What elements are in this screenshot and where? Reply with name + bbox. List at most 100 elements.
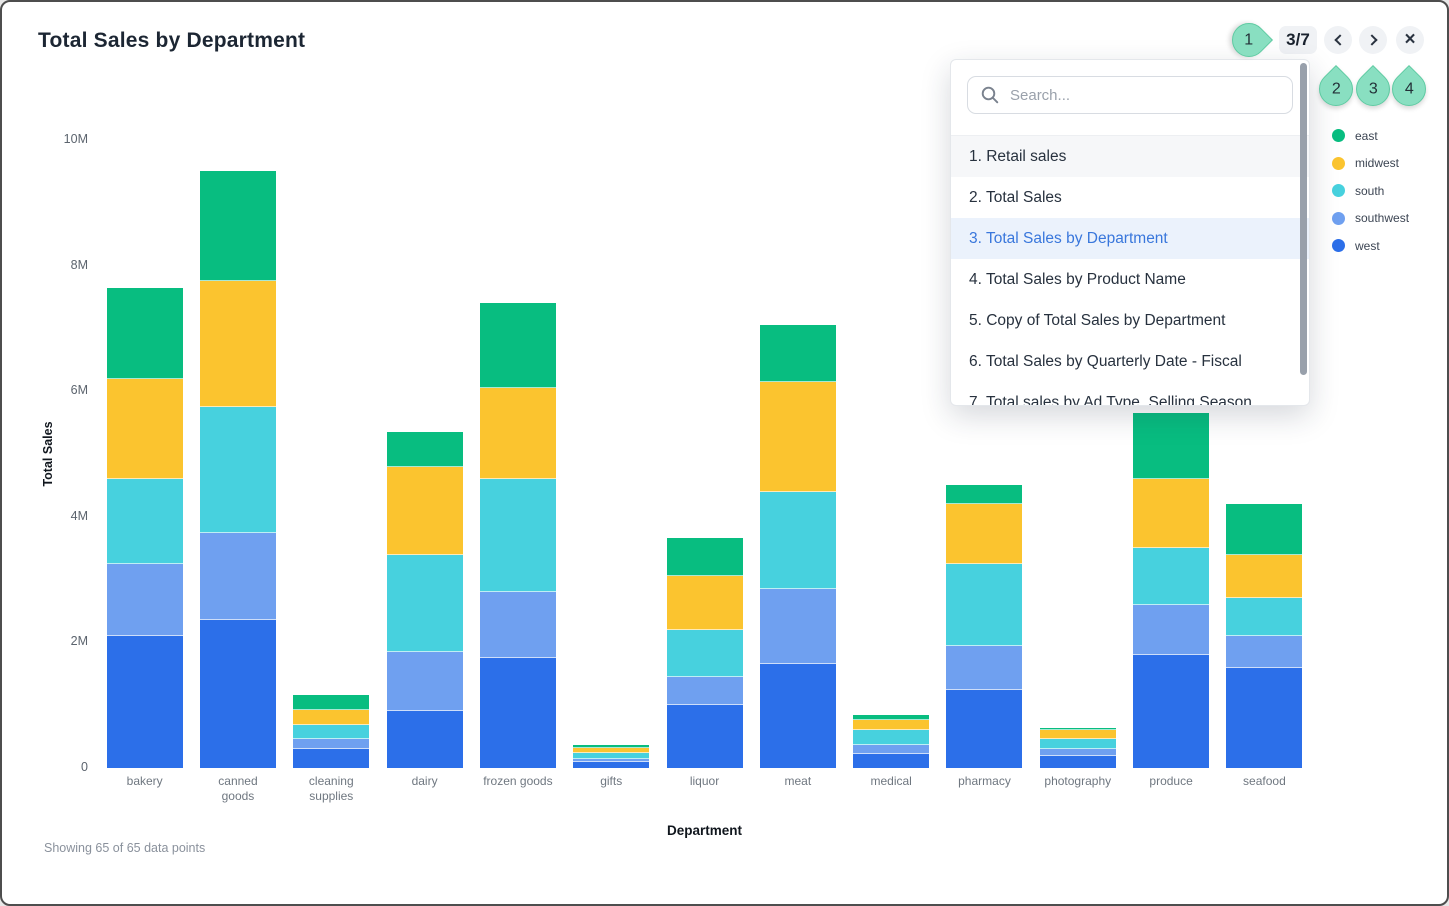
bar-segment-midwest[interactable] (106, 378, 183, 480)
chart-list-item-4[interactable]: 4. Total Sales by Product Name (969, 270, 1186, 288)
bar-segment-midwest[interactable] (853, 720, 930, 731)
bar-segment-southwest[interactable] (293, 739, 370, 750)
bar-segment-southwest[interactable] (106, 563, 183, 637)
legend-item-midwest[interactable]: midwest (1332, 150, 1409, 178)
bar-segment-south[interactable] (853, 730, 930, 745)
bar-segment-midwest[interactable] (293, 710, 370, 726)
x-axis-title: Department (666, 823, 742, 838)
bar-segment-east[interactable] (1039, 727, 1116, 731)
bar-segment-south[interactable] (666, 629, 743, 677)
dropdown-scrollbar[interactable] (1300, 63, 1307, 375)
legend-swatch (1332, 156, 1345, 170)
bar-segment-southwest[interactable] (666, 676, 743, 706)
bar-segment-southwest[interactable] (946, 645, 1023, 690)
bar-segment-south[interactable] (106, 479, 183, 564)
bar-segment-east[interactable] (1133, 413, 1210, 480)
bar-segment-south[interactable] (386, 554, 463, 652)
bar-segment-west[interactable] (479, 658, 556, 768)
next-chart-button[interactable] (1359, 26, 1387, 54)
bar-segment-west[interactable] (759, 664, 836, 768)
bar-column-liquor (658, 140, 751, 770)
annotation-marker-1: 1 (1224, 15, 1274, 65)
bar-segment-east[interactable] (666, 537, 743, 577)
bar-segment-south[interactable] (293, 725, 370, 740)
bar-segment-east[interactable] (853, 714, 930, 721)
bar-segment-midwest[interactable] (759, 381, 836, 492)
bar-segment-south[interactable] (759, 491, 836, 590)
x-axis-labels: bakery canned goods cleaning supplies dairy… (98, 774, 1311, 803)
legend-item-east[interactable]: east (1332, 122, 1409, 150)
bar-segment-east[interactable] (199, 171, 276, 282)
bar-segment-east[interactable] (1226, 504, 1303, 555)
bar-segment-southwest[interactable] (759, 589, 836, 665)
bar-segment-south[interactable] (479, 479, 556, 593)
x-category-label: produce (1149, 774, 1193, 788)
bar-segment-west[interactable] (1039, 756, 1116, 768)
bar-segment-west[interactable] (199, 620, 276, 768)
bar-segment-midwest[interactable] (1039, 730, 1116, 740)
bar-segment-midwest[interactable] (1133, 479, 1210, 549)
bar-segment-south[interactable] (946, 563, 1023, 646)
bar-segment-southwest[interactable] (479, 592, 556, 659)
bar-segment-midwest[interactable] (386, 466, 463, 555)
page-indicator: 3/7 (1279, 26, 1317, 54)
bar-segment-west[interactable] (666, 705, 743, 768)
bar-column-meat (751, 140, 844, 769)
stacked-bar (385, 431, 464, 769)
close-button[interactable]: × (1396, 26, 1424, 54)
chart-list-item-5[interactable]: 5. Copy of Total Sales by Department (969, 311, 1226, 329)
bar-segment-east[interactable] (759, 325, 836, 382)
bar-segment-west[interactable] (573, 762, 650, 768)
bar-segment-midwest[interactable] (666, 576, 743, 630)
bar-segment-west[interactable] (853, 753, 930, 768)
bar-segment-southwest[interactable] (1226, 636, 1303, 668)
bar-segment-southwest[interactable] (1133, 604, 1210, 655)
bar-segment-south[interactable] (1039, 739, 1116, 750)
bar-segment-southwest[interactable] (199, 532, 276, 621)
bar-column-bakery (98, 140, 191, 770)
chevron-left-icon (1334, 34, 1346, 46)
chart-selector-dropdown: 1. Retail sales 2. Total Sales 3. Total Sa… (950, 59, 1310, 406)
bar-segment-west[interactable] (1226, 667, 1303, 768)
chart-list-item-3[interactable]: 3. Total Sales by Department (951, 218, 1309, 259)
bar-segment-midwest[interactable] (1226, 554, 1303, 599)
legend-item-southwest[interactable]: southwest (1332, 205, 1409, 233)
bar-segment-southwest[interactable] (386, 651, 463, 712)
legend-swatch (1332, 129, 1345, 143)
bar-segment-southwest[interactable] (573, 758, 650, 763)
bar-segment-west[interactable] (293, 749, 370, 768)
legend-item-west[interactable]: west (1332, 232, 1409, 260)
bar-segment-east[interactable] (106, 287, 183, 379)
bar-segment-west[interactable] (946, 689, 1023, 768)
chart-list-item-7[interactable]: 7. Total sales by Ad Type, Selling Seaso… (969, 393, 1252, 406)
bar-segment-south[interactable] (1133, 548, 1210, 605)
bar-column-canned-goods (191, 140, 284, 769)
legend-item-south[interactable]: south (1332, 177, 1409, 205)
bar-segment-southwest[interactable] (1039, 749, 1116, 757)
search-input[interactable] (967, 76, 1293, 114)
bar-segment-west[interactable] (106, 636, 183, 768)
chart-list-item-1[interactable]: 1. Retail sales (951, 136, 1309, 177)
bar-segment-south[interactable] (1226, 598, 1303, 637)
bar-segment-west[interactable] (386, 711, 463, 768)
bar-segment-midwest[interactable] (199, 281, 276, 407)
bar-segment-east[interactable] (479, 303, 556, 389)
x-category-label: canned goods (218, 774, 258, 803)
chart-list-item-6[interactable]: 6. Total Sales by Quarterly Date - Fisca… (969, 352, 1242, 370)
bar-segment-midwest[interactable] (946, 504, 1023, 564)
legend-label: southwest (1355, 211, 1410, 226)
bar-segment-southwest[interactable] (853, 744, 930, 754)
bar-segment-south[interactable] (199, 406, 276, 533)
x-category-label: liquor (689, 774, 720, 788)
prev-chart-button[interactable] (1324, 26, 1352, 54)
y-tick-label: 8M (70, 257, 88, 272)
bar-segment-midwest[interactable] (573, 747, 650, 753)
bar-segment-east[interactable] (573, 744, 650, 748)
bar-segment-midwest[interactable] (479, 388, 556, 480)
bar-segment-east[interactable] (946, 485, 1023, 505)
bar-segment-east[interactable] (293, 695, 370, 711)
chart-list-item-2[interactable]: 2. Total Sales (969, 188, 1062, 206)
bar-segment-west[interactable] (1133, 654, 1210, 768)
bar-segment-south[interactable] (573, 752, 650, 759)
bar-segment-east[interactable] (386, 432, 463, 467)
